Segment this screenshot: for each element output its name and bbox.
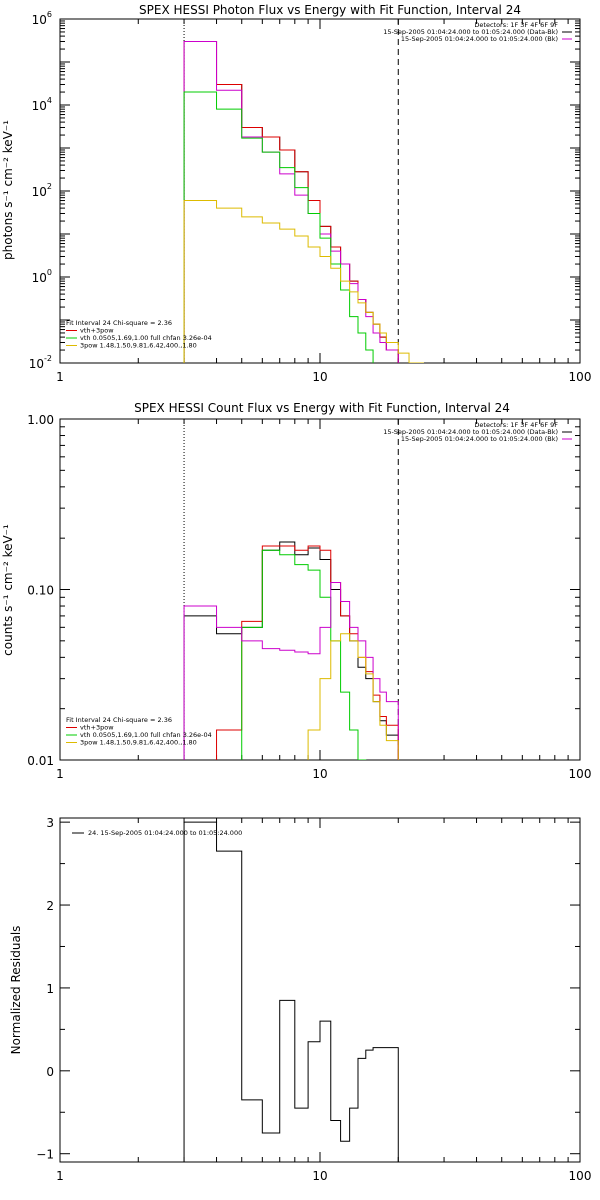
y-tick-label: 2	[46, 899, 54, 913]
series-yellow-step	[307, 633, 399, 760]
y-tick-label: −1	[36, 1148, 54, 1162]
x-tick-label: 100	[569, 1169, 592, 1183]
y-tick-label: 1	[46, 982, 54, 996]
y-tick-base: 10	[32, 271, 47, 285]
y-tick-label: 3	[46, 816, 54, 830]
y-tick-label: 104	[32, 96, 52, 113]
x-tick-label: 1	[56, 1169, 64, 1183]
legend-bottom-left-text: Fit Interval 24 Chi-square = 2.36	[66, 319, 172, 327]
series-yellow-step	[183, 200, 424, 363]
legend-top-right-text: 15-Sep-2005 01:04:24.000 to 01:05:24.000…	[401, 35, 558, 43]
legend-top-left-text: 24. 15-Sep-2005 01:04:24.000 to 01:05:24…	[88, 829, 242, 837]
y-tick-label: 0	[46, 1065, 54, 1079]
count-chart-title: SPEX HESSI Count Flux vs Energy with Fit…	[134, 401, 510, 415]
legend-bottom-left-text: vth+3pow	[80, 724, 114, 732]
y-tick-base: 10	[32, 185, 47, 199]
x-tick-label: 100	[569, 767, 592, 781]
legend-top-right-text: Detectors: 1F 3F 4F 6F 9F	[474, 421, 558, 429]
series-black-step	[183, 821, 399, 1162]
legend-bottom-left-text: 3pow 1.48,1.50,9.81,6.42,400.,1.80	[80, 739, 197, 747]
x-tick-label: 10	[312, 767, 327, 781]
y-tick-exponent: 0	[47, 268, 52, 277]
residuals-chart: Normalized Residuals 1 10 100 −1 0 1 2 3 24. 15-…	[9, 816, 591, 1183]
x-tick-label: 10	[312, 370, 327, 384]
legend-top-right-text: Detectors: 1F 3F 4F 6F 9F	[474, 21, 558, 29]
x-tick-label: 1	[56, 370, 64, 384]
residuals-chart-ylabel: Normalized Residuals	[9, 926, 23, 1055]
y-tick-label: 0.01	[27, 754, 54, 768]
legend-bottom-left-text: vth 0.0505,1.69,1.00 full chfan 3.26e-04	[80, 731, 212, 739]
y-tick-base: 10	[32, 13, 47, 27]
legend-top-right-text: 15-Sep-2005 01:04:24.000 to 01:05:24.000…	[401, 435, 558, 443]
series-group	[183, 40, 424, 363]
legend-top-right-text: 15-Sep-2005 01:04:24.000 to 01:05:24.000…	[383, 28, 558, 36]
count-chart-ylabel: counts s⁻¹ cm⁻² keV⁻¹	[1, 524, 15, 656]
series-green-step	[241, 549, 367, 760]
legend-bottom-left-text: vth 0.0505,1.69,1.00 full chfan 3.26e-04	[80, 334, 212, 342]
series-magenta-step	[183, 581, 399, 760]
y-tick-label: 100	[32, 268, 52, 285]
y-tick-label: 0.10	[27, 584, 54, 598]
x-tick-label: 100	[569, 370, 592, 384]
photon-chart-ylabel: photons s⁻¹ cm⁻² keV⁻¹	[1, 120, 15, 260]
y-tick-exponent: 6	[47, 10, 52, 19]
x-tick-label: 10	[312, 1169, 327, 1183]
y-tick-exponent: 4	[47, 96, 52, 105]
series-group	[183, 821, 399, 1162]
x-tick-label: 1	[56, 767, 64, 781]
y-tick-base: 10	[32, 99, 47, 113]
y-tick-label: 1.00	[27, 413, 54, 427]
series-group	[183, 541, 399, 760]
series-green-step	[183, 91, 374, 363]
legend-bottom-left-text: Fit Interval 24 Chi-square = 2.36	[66, 716, 172, 724]
y-tick-label: 106	[32, 10, 52, 27]
legend-bottom-left-text: 3pow 1.48,1.50,9.81,6.42,400.,1.80	[80, 342, 197, 350]
photon-chart-title: SPEX HESSI Photon Flux vs Energy with Fi…	[139, 3, 521, 17]
y-tick-exponent: -2	[44, 354, 52, 363]
count-flux-chart: SPEX HESSI Count Flux vs Energy with Fit…	[1, 401, 591, 781]
photon-flux-chart: SPEX HESSI Photon Flux vs Energy with Fi…	[1, 3, 591, 384]
y-tick-label: 10-2	[29, 354, 52, 371]
y-tick-base: 10	[29, 357, 44, 371]
y-tick-label: 102	[32, 182, 52, 199]
legend-bottom-left-text: vth+3pow	[80, 327, 114, 335]
legend-top-right-text: 15-Sep-2005 01:04:24.000 to 01:05:24.000…	[383, 428, 558, 436]
y-tick-exponent: 2	[47, 182, 52, 191]
